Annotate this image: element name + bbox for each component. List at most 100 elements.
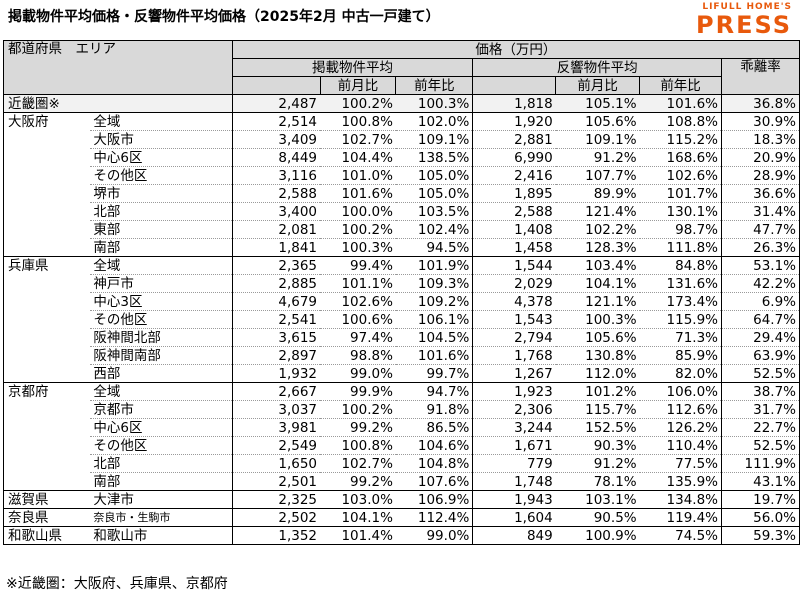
- table-row: 中心6区 3,981 99.2% 86.5% 3,244 152.5% 126.2% 22.7…: [3, 418, 800, 437]
- table-row: その他区 3,116 101.0% 105.0% 2,416 107.7% 102.6% 28…: [3, 166, 800, 185]
- prefecture-cell: [3, 364, 91, 383]
- prefecture-cell: 大阪府: [3, 112, 91, 131]
- response-yoy-cell: 85.9%: [639, 346, 723, 365]
- table-row: その他区 2,549 100.8% 104.6% 1,671 90.3% 110.4% 52.…: [3, 436, 800, 455]
- response-mom-cell: 103.4%: [555, 256, 640, 275]
- header-price: 価格（万円）: [231, 40, 800, 59]
- table-row: 和歌山県 和歌山市 1,352 101.4% 99.0% 849 100.9% 74.5% 59…: [3, 526, 800, 545]
- response-price-cell: 1,543: [472, 310, 556, 329]
- prefecture-cell: 滋賀県: [3, 490, 91, 509]
- area-cell: 奈良市・生駒市: [90, 508, 233, 527]
- response-mom-cell: 104.1%: [555, 274, 640, 293]
- area-cell: 大阪市: [90, 130, 233, 149]
- table-row: 中心6区 8,449 104.4% 138.5% 6,990 91.2% 168.6% 20.…: [3, 148, 800, 167]
- response-price-cell: 2,306: [472, 400, 556, 419]
- response-price-cell: 1,604: [472, 508, 556, 527]
- listed-yoy-cell: 107.6%: [395, 472, 474, 491]
- listed-price-cell: 3,409: [232, 130, 321, 149]
- area-cell: 北部: [90, 454, 233, 473]
- area-cell: 中心3区: [90, 292, 233, 311]
- area-cell: 京都市: [90, 400, 233, 419]
- response-mom-cell: 105.6%: [555, 328, 640, 347]
- listed-price-cell: 2,487: [232, 94, 321, 113]
- response-yoy-cell: 98.7%: [639, 220, 723, 239]
- area-cell: 南部: [90, 238, 233, 257]
- listed-price-cell: 1,352: [232, 526, 321, 545]
- response-mom-cell: 109.1%: [555, 130, 640, 149]
- response-mom-cell: 130.8%: [555, 346, 640, 365]
- response-yoy-cell: 102.6%: [639, 166, 723, 185]
- listed-yoy-cell: 106.1%: [395, 310, 474, 329]
- gap-rate-cell: 29.4%: [721, 328, 800, 347]
- listed-price-cell: 1,841: [232, 238, 321, 257]
- listed-mom-cell: 102.6%: [320, 292, 396, 311]
- table-row: その他区 2,541 100.6% 106.1% 1,543 100.3% 115.9% 64…: [3, 310, 800, 329]
- listed-mom-cell: 103.0%: [320, 490, 396, 509]
- listed-yoy-cell: 105.0%: [395, 184, 474, 203]
- listed-yoy-cell: 94.7%: [395, 382, 474, 401]
- listed-price-cell: 4,679: [232, 292, 321, 311]
- response-mom-cell: 91.2%: [555, 454, 640, 473]
- listed-price-cell: 2,588: [232, 184, 321, 203]
- header-response-yoy: 前年比: [639, 76, 723, 95]
- response-yoy-cell: 115.2%: [639, 130, 723, 149]
- listed-mom-cell: 100.2%: [320, 220, 396, 239]
- table-row: 大阪府 全域 2,514 100.8% 102.0% 1,920 105.6% 108.8% 3…: [3, 112, 800, 131]
- listed-mom-cell: 101.4%: [320, 526, 396, 545]
- response-mom-cell: 115.7%: [555, 400, 640, 419]
- response-price-cell: 1,943: [472, 490, 556, 509]
- response-yoy-cell: 173.4%: [639, 292, 723, 311]
- prefecture-cell: [3, 454, 91, 473]
- listed-price-cell: 3,981: [232, 418, 321, 437]
- listed-price-cell: 8,449: [232, 148, 321, 167]
- gap-rate-cell: 52.5%: [721, 364, 800, 383]
- table-row: 北部 1,650 102.7% 104.8% 779 91.2% 77.5% 111.9%: [3, 454, 800, 473]
- table-row: 北部 3,400 100.0% 103.5% 2,588 121.4% 130.1% 31.4…: [3, 202, 800, 221]
- listed-mom-cell: 100.3%: [320, 238, 396, 257]
- listed-price-cell: 2,514: [232, 112, 321, 131]
- prefecture-cell: [3, 436, 91, 455]
- listed-yoy-cell: 91.8%: [395, 400, 474, 419]
- response-yoy-cell: 135.9%: [639, 472, 723, 491]
- response-price-cell: 1,544: [472, 256, 556, 275]
- area-cell: その他区: [90, 166, 233, 185]
- gap-rate-cell: 64.7%: [721, 310, 800, 329]
- listed-mom-cell: 100.2%: [320, 94, 396, 113]
- response-yoy-cell: 101.7%: [639, 184, 723, 203]
- listed-yoy-cell: 104.6%: [395, 436, 474, 455]
- gap-rate-cell: 38.7%: [721, 382, 800, 401]
- response-yoy-cell: 126.2%: [639, 418, 723, 437]
- header-listed-group: 掲載物件平均: [231, 58, 474, 77]
- header-response-price: [472, 76, 556, 95]
- table-row: 西部 1,932 99.0% 99.7% 1,267 112.0% 82.0% 52.5%: [3, 364, 800, 383]
- area-cell: 全域: [90, 256, 233, 275]
- prefecture-cell: 奈良県: [3, 508, 91, 527]
- gap-rate-cell: 31.7%: [721, 400, 800, 419]
- footnote: ※近畿圏：大阪府、兵庫県、京都府: [6, 576, 228, 592]
- brand-logo: LIFULL HOME'S PRESS: [672, 2, 792, 37]
- response-yoy-cell: 131.6%: [639, 274, 723, 293]
- response-mom-cell: 105.1%: [555, 94, 640, 113]
- logo-wordmark: PRESS: [696, 11, 792, 39]
- prefecture-cell: [3, 166, 91, 185]
- prefecture-cell: 兵庫県: [3, 256, 91, 275]
- listed-yoy-cell: 86.5%: [395, 418, 474, 437]
- listed-mom-cell: 99.9%: [320, 382, 396, 401]
- response-mom-cell: 112.0%: [555, 364, 640, 383]
- response-mom-cell: 121.1%: [555, 292, 640, 311]
- area-cell: 西部: [90, 364, 233, 383]
- table-row: 中心3区 4,679 102.6% 109.2% 4,378 121.1% 173.4% 6.…: [3, 292, 800, 311]
- table-row: 南部 2,501 99.2% 107.6% 1,748 78.1% 135.9% 43.1%: [3, 472, 800, 491]
- response-price-cell: 6,990: [472, 148, 556, 167]
- prefecture-cell: [3, 292, 91, 311]
- gap-rate-cell: 36.8%: [721, 94, 800, 113]
- prefecture-cell: [3, 472, 91, 491]
- response-price-cell: 849: [472, 526, 556, 545]
- listed-mom-cell: 97.4%: [320, 328, 396, 347]
- listed-yoy-cell: 109.3%: [395, 274, 474, 293]
- prefecture-cell: 京都府: [3, 382, 91, 401]
- gap-rate-cell: 30.9%: [721, 112, 800, 131]
- listed-yoy-cell: 138.5%: [395, 148, 474, 167]
- listed-yoy-cell: 112.4%: [395, 508, 474, 527]
- listed-yoy-cell: 101.9%: [395, 256, 474, 275]
